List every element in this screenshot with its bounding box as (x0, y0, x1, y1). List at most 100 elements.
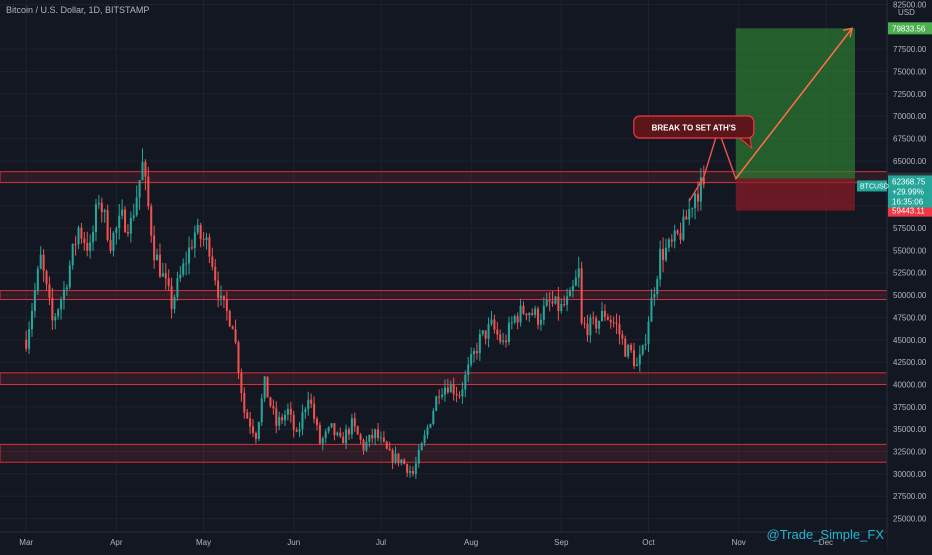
candle-body (283, 414, 287, 421)
candle-body (545, 300, 548, 306)
candle-body (702, 177, 705, 185)
candle-body (260, 398, 263, 423)
candle-body (345, 429, 348, 444)
arrow-head-icon (842, 27, 854, 38)
candle-body (266, 376, 269, 398)
candle-body (211, 256, 214, 267)
candle-body (609, 319, 612, 323)
candle-body (33, 290, 36, 311)
candle-body (362, 439, 365, 451)
candle-body (691, 208, 694, 210)
candle-body (455, 394, 458, 396)
price-tick-label: 57500.00 (893, 224, 927, 233)
candle-body (141, 161, 144, 181)
candle-body (662, 248, 665, 261)
last-price-tag (888, 175, 932, 208)
candle-body (531, 313, 534, 315)
candle-body (94, 204, 97, 233)
candle-body (388, 448, 391, 451)
candle-body (551, 301, 554, 304)
time-tick-label: Mar (19, 538, 33, 547)
candle-body (522, 305, 525, 314)
candle-body (153, 235, 156, 261)
candle-body (600, 310, 604, 321)
candle-body (638, 354, 641, 365)
candle-body (237, 342, 240, 373)
candle-body (676, 230, 679, 234)
candle-body (557, 296, 560, 312)
candle-body (158, 254, 161, 277)
resistance-zone (0, 372, 888, 385)
candle-body (118, 215, 121, 229)
candle-body (432, 410, 435, 424)
candle-body (330, 423, 333, 428)
candle-body (647, 321, 650, 344)
candle-body (257, 422, 260, 439)
candle-body (313, 403, 316, 419)
candle-body (615, 322, 618, 325)
ticker-tag (857, 180, 887, 192)
candle-body (132, 215, 135, 218)
candle-body (542, 305, 545, 320)
price-tick-label: 45000.00 (893, 336, 927, 345)
candle-body (423, 435, 426, 444)
time-tick-label: Dec (819, 538, 833, 547)
candle-body (397, 453, 400, 464)
candle-body (77, 227, 80, 245)
price-tick-label: 82500.00 (893, 0, 927, 9)
annotation-pointer (738, 137, 753, 150)
candle-body (635, 364, 638, 367)
candle-body (97, 202, 100, 205)
projection-arrow-line (735, 27, 853, 180)
candle-body (580, 268, 583, 323)
time-tick-label: Apr (110, 538, 123, 547)
candle-body (435, 396, 438, 411)
candle-body (377, 429, 380, 439)
candle-body (641, 345, 644, 355)
candle-body (86, 242, 89, 251)
annotation-text: BREAK TO SET ATH'S (652, 123, 737, 132)
candle-body (225, 299, 228, 311)
candle-body (627, 344, 630, 357)
candle-body (112, 232, 115, 251)
candle-body (106, 210, 109, 240)
candle-body (595, 318, 598, 329)
time-tick-label: Nov (732, 538, 746, 547)
candle-body (417, 450, 420, 464)
price-tick-label: 47500.00 (893, 313, 927, 322)
candle-body (484, 330, 487, 339)
watermark: @Trade_Simple_FX (766, 527, 884, 542)
candle-body (659, 248, 662, 280)
candle-body (217, 280, 220, 299)
price-tick-label: 75000.00 (893, 68, 927, 77)
candle-body (220, 295, 223, 299)
candle-body (624, 338, 627, 357)
candle-body (673, 230, 676, 242)
candle-body (571, 285, 574, 291)
candle-body (411, 470, 414, 474)
candle-body (74, 244, 77, 246)
candle-body (589, 317, 592, 336)
price-tick-label: 70000.00 (893, 112, 927, 121)
candle-body (478, 334, 481, 354)
target-price-label-bg (888, 22, 932, 35)
candle-body (205, 237, 208, 241)
candle-body (109, 239, 112, 251)
candle-body (263, 376, 266, 399)
price-tick-label: 27500.00 (893, 492, 927, 501)
candle-body (286, 408, 289, 415)
ticker-label: BTCUSD (860, 183, 889, 190)
candle-body (339, 432, 342, 437)
candle-body (129, 217, 132, 234)
candle-body (586, 323, 589, 336)
price-tick-label: 30000.00 (893, 470, 927, 479)
candle-body (441, 394, 444, 397)
currency-label: USD (898, 8, 915, 17)
candles (25, 148, 705, 479)
candle-body (333, 423, 336, 436)
stop-price-label: 59443.11 (892, 207, 925, 216)
last-price-label: 62368.75 (892, 177, 926, 186)
candle-body (170, 285, 173, 309)
